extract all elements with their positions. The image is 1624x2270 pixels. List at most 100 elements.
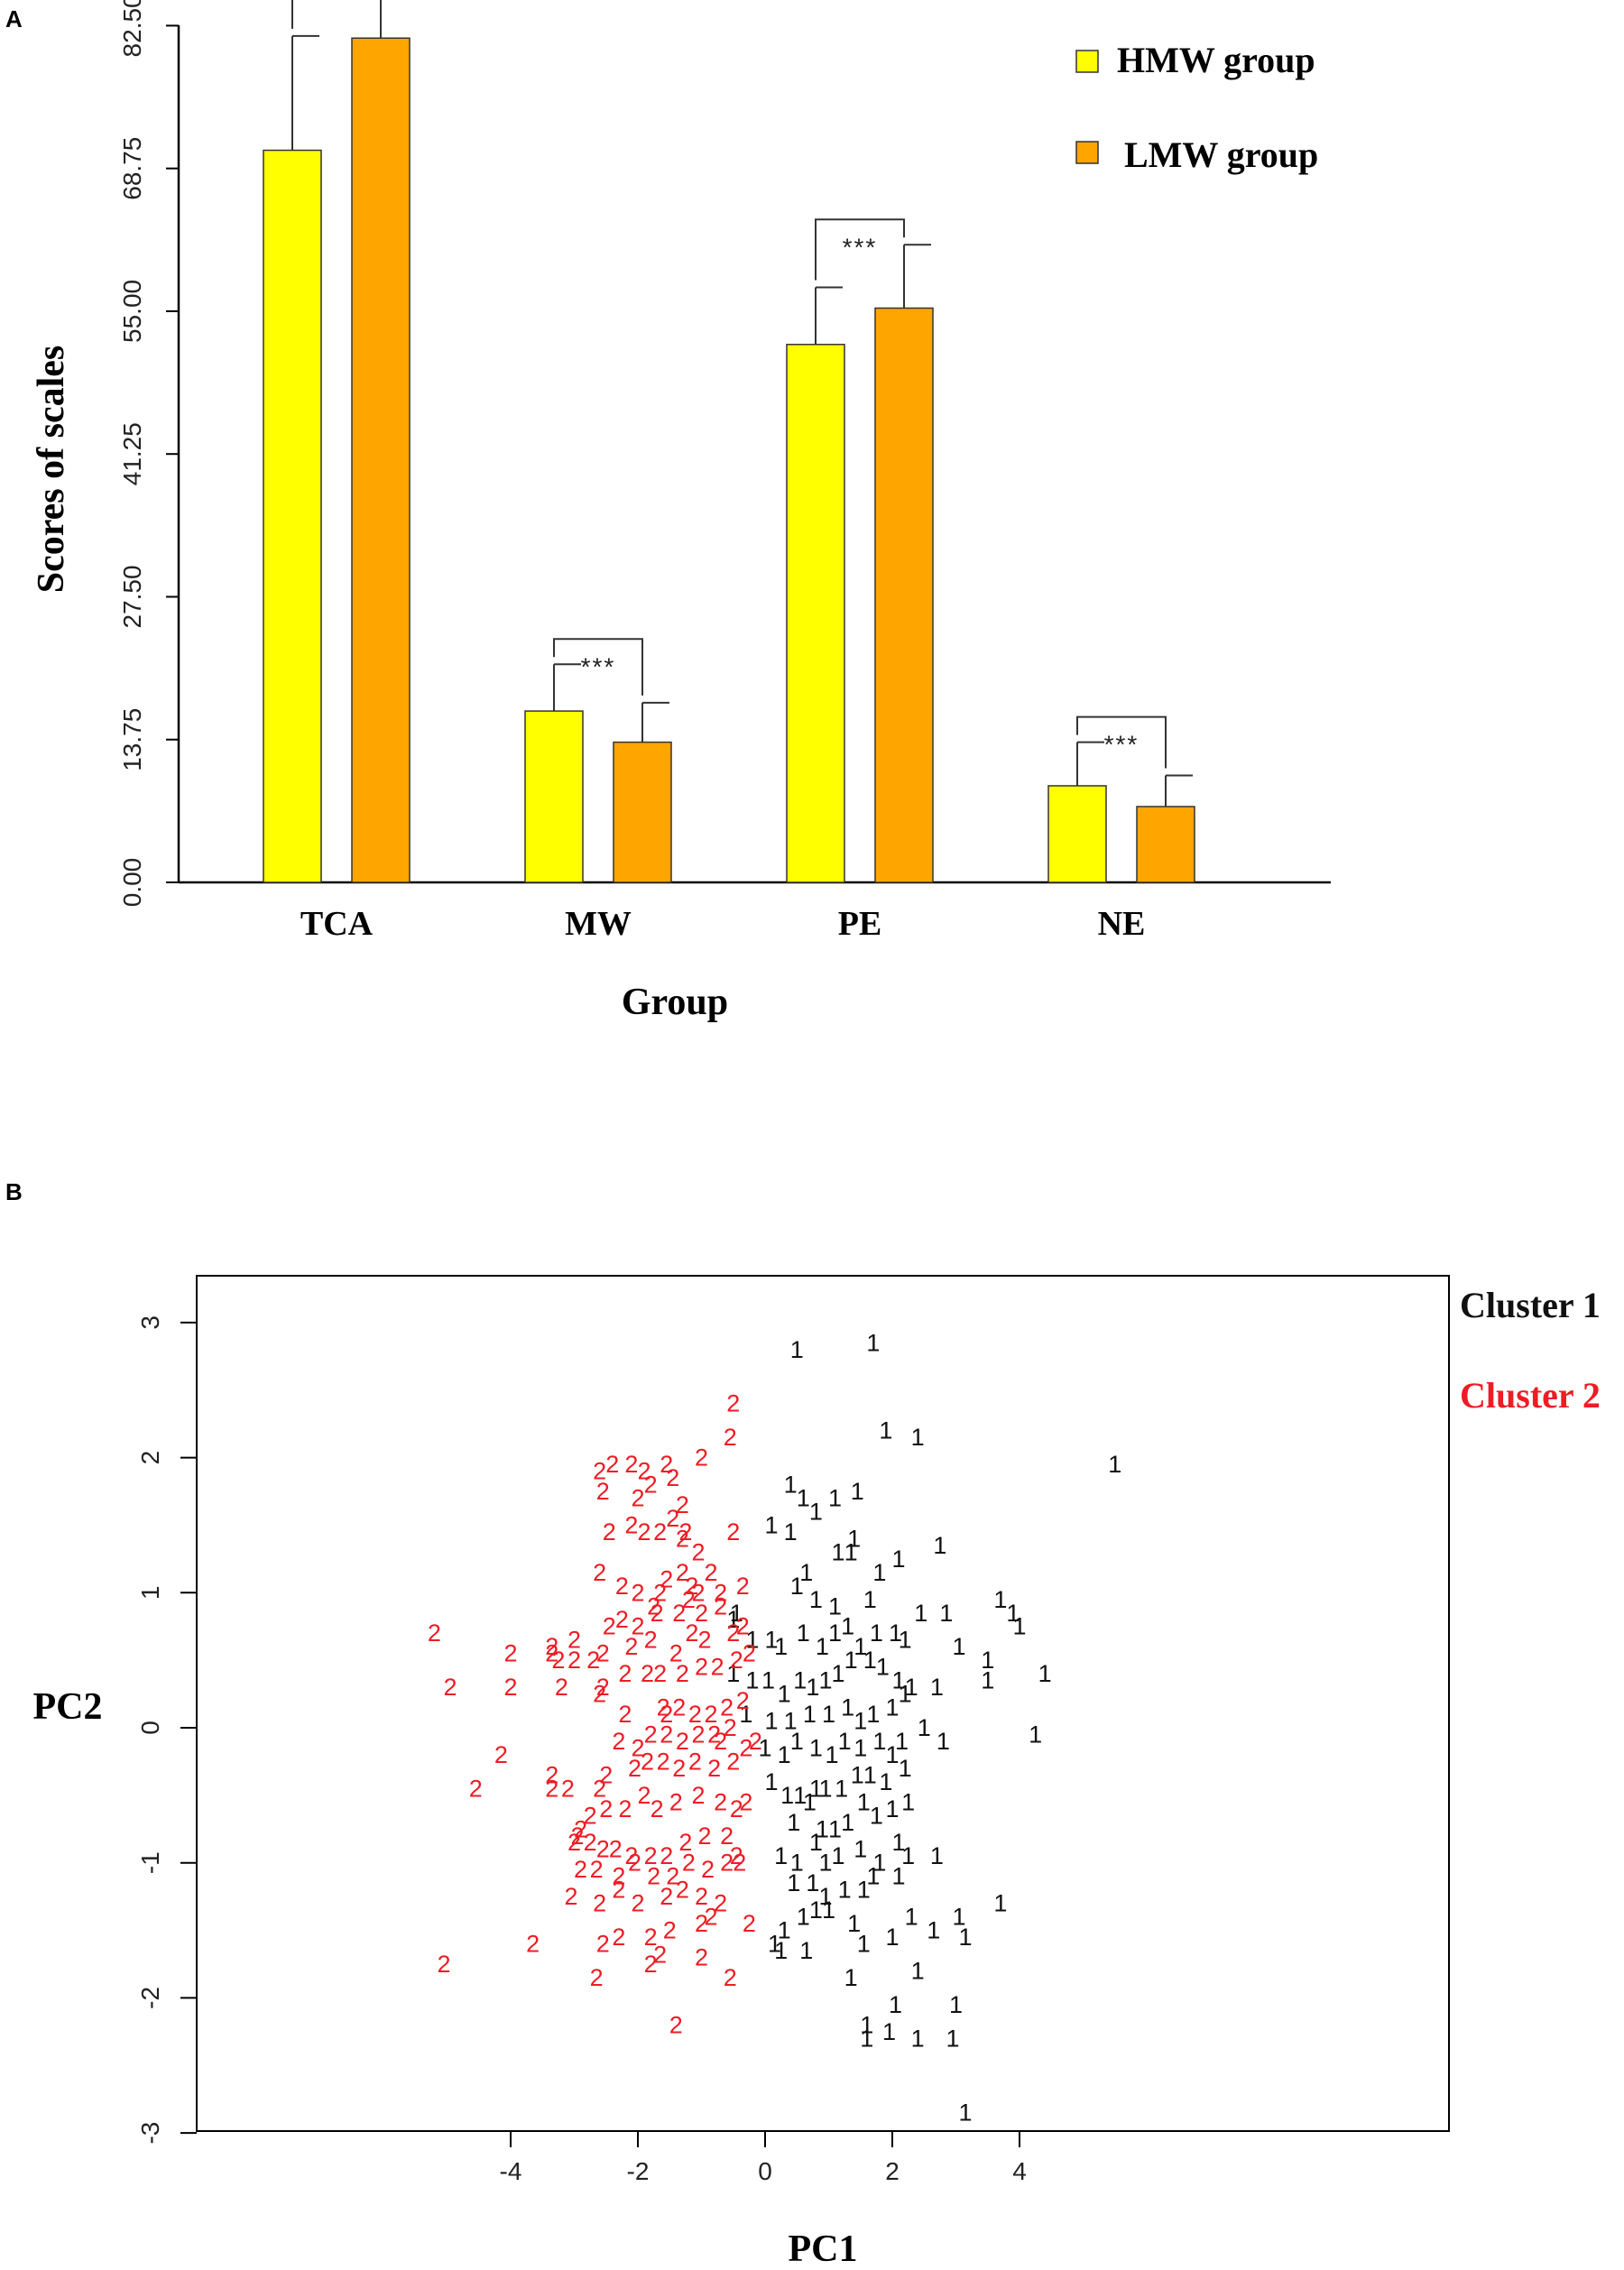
cluster-2-point: 2 xyxy=(660,1451,673,1478)
cluster-1-point: 1 xyxy=(768,1931,781,1958)
cluster-2-point: 2 xyxy=(596,1674,610,1701)
cluster-2-point: 2 xyxy=(638,1518,651,1546)
cluster-1-point: 1 xyxy=(826,1741,839,1768)
cluster-2-point: 2 xyxy=(599,1761,613,1788)
cluster-1-point: 1 xyxy=(885,1741,899,1768)
cluster-2-point: 2 xyxy=(653,1579,667,1606)
cluster-1-point: 1 xyxy=(838,1877,852,1904)
cluster-1-point: 1 xyxy=(866,1863,880,1890)
cluster-2-point: 2 xyxy=(676,1491,689,1518)
cluster-1-point: 1 xyxy=(905,1674,918,1701)
cluster-2-point: 2 xyxy=(631,1579,644,1606)
cluster-2-point: 2 xyxy=(724,1964,737,1991)
legend-label-hmw: HMW group xyxy=(1117,40,1315,80)
cluster-2-point: 2 xyxy=(743,1640,756,1667)
significance-bracket xyxy=(553,638,643,696)
cluster-2-point: 2 xyxy=(695,1600,708,1627)
cluster-1-point: 1 xyxy=(797,1904,810,1931)
cluster-2-point: 2 xyxy=(599,1795,613,1822)
cluster-1-point: 1 xyxy=(937,1728,950,1755)
cluster-2-point: 2 xyxy=(724,1424,737,1451)
cluster-2-point: 2 xyxy=(612,1863,625,1890)
cluster-1-point: 1 xyxy=(799,1559,813,1586)
plot-frame xyxy=(196,1275,1450,2132)
cluster-2-point: 2 xyxy=(605,1451,619,1478)
cluster-1-point: 1 xyxy=(901,1788,915,1815)
cluster-2-point: 2 xyxy=(705,1559,718,1586)
y-tick-label: 1 xyxy=(136,1586,164,1601)
legend-cluster-1: Cluster 1 xyxy=(1460,1285,1601,1325)
cluster-2-point: 2 xyxy=(726,1390,740,1417)
cluster-1-point: 1 xyxy=(872,1728,886,1755)
cluster-1-point: 1 xyxy=(758,1734,771,1761)
y-tick-label: -3 xyxy=(136,2122,164,2145)
cluster-1-point: 1 xyxy=(730,1600,743,1627)
cluster-2-point: 2 xyxy=(720,1694,734,1721)
cluster-2-point: 2 xyxy=(676,1525,689,1552)
bar-hmw-pe xyxy=(786,344,845,883)
bar-hmw-tca xyxy=(263,149,322,883)
cluster-2-point: 2 xyxy=(691,1579,705,1606)
cluster-2-point: 2 xyxy=(593,1775,606,1802)
cluster-1-point: 1 xyxy=(803,1701,817,1728)
cluster-2-point: 2 xyxy=(660,1721,673,1748)
panel-a-label: A xyxy=(5,5,23,32)
cluster-1-point: 1 xyxy=(860,2011,873,2038)
cluster-1-point: 1 xyxy=(918,1714,931,1741)
cluster-1-point: 1 xyxy=(959,1924,973,1951)
cluster-1-point: 1 xyxy=(778,1681,791,1708)
panel-b-label: B xyxy=(5,1178,23,1205)
cluster-1-point: 1 xyxy=(828,1485,842,1512)
cluster-2-point: 2 xyxy=(678,1518,692,1546)
cluster-1-point: 1 xyxy=(981,1647,994,1674)
cluster-2-point: 2 xyxy=(707,1755,721,1782)
cluster-2-point: 2 xyxy=(628,1850,641,1877)
cluster-1-point: 1 xyxy=(899,1755,912,1782)
cluster-2-point: 2 xyxy=(666,1464,679,1491)
cluster-1-point: 1 xyxy=(787,1869,800,1896)
cluster-1-point: 1 xyxy=(832,1842,845,1869)
cluster-2-point: 2 xyxy=(545,1640,558,1667)
cluster-2-point: 2 xyxy=(660,1701,673,1728)
cluster-2-point: 2 xyxy=(567,1647,581,1674)
cluster-1-point: 1 xyxy=(854,1633,867,1660)
significance-brackets: ************ xyxy=(291,0,1167,769)
cluster-2-point: 2 xyxy=(545,1633,558,1660)
cluster-1-point: 1 xyxy=(911,1957,925,1984)
cluster-1-point: 1 xyxy=(914,1600,927,1627)
cluster-1-point: 1 xyxy=(790,1336,804,1363)
cluster-1-point: 1 xyxy=(854,1836,867,1863)
cluster-2-point: 2 xyxy=(593,1890,606,1917)
cluster-1-point: 1 xyxy=(879,1768,892,1795)
cluster-1-point: 1 xyxy=(927,1917,940,1944)
cluster-1-point: 1 xyxy=(818,1883,832,1910)
legend: Cluster 1 Cluster 2 xyxy=(1460,1285,1601,1416)
cluster-2-point: 2 xyxy=(503,1674,517,1701)
cluster-1-point: 1 xyxy=(765,1627,779,1654)
cluster-1-point: 1 xyxy=(799,1937,813,1964)
cluster-1-point: 1 xyxy=(959,2099,973,2127)
cluster-1-point: 1 xyxy=(930,1842,944,1869)
cluster-2-point: 2 xyxy=(730,1647,743,1674)
cluster-1-point: 1 xyxy=(885,1694,899,1721)
bar-hmw-ne xyxy=(1047,785,1107,883)
cluster-1-point: 1 xyxy=(806,1674,819,1701)
cluster-2-point: 2 xyxy=(724,1714,737,1741)
cluster-2-point: 2 xyxy=(653,1518,667,1546)
cluster-1-point: 1 xyxy=(778,1741,791,1768)
cluster-2-point: 2 xyxy=(571,1822,585,1850)
cluster-1-point: 1 xyxy=(828,1619,842,1647)
cluster-2-point: 2 xyxy=(663,1917,677,1944)
cluster-2-point: 2 xyxy=(695,1883,708,1910)
cluster-2-point: 2 xyxy=(567,1627,581,1654)
cluster-1-point: 1 xyxy=(885,1795,899,1822)
cluster-1-point: 1 xyxy=(765,1768,779,1795)
significance-bracket xyxy=(815,218,905,281)
legend: HMW group LMW group xyxy=(1075,40,1318,175)
cluster-2-point: 2 xyxy=(698,1822,712,1850)
cluster-1-point: 1 xyxy=(863,1647,877,1674)
cluster-1-point: 1 xyxy=(787,1809,800,1836)
cluster-2-point: 2 xyxy=(695,1444,708,1472)
